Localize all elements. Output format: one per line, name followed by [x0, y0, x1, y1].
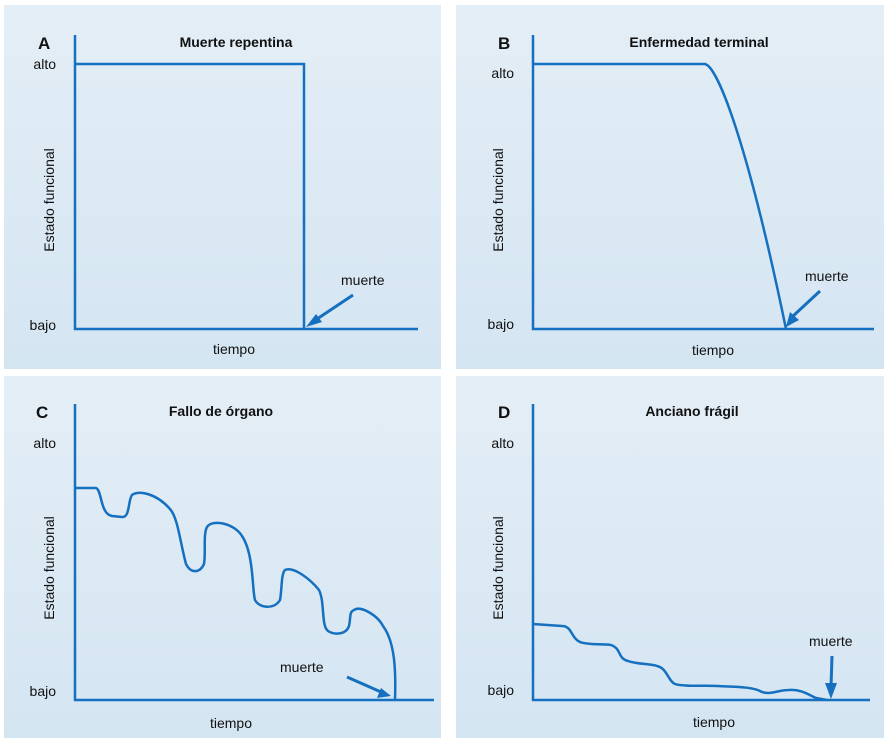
y-axis-label: Estado funcional	[41, 148, 57, 252]
panel-b: B Enfermedad terminal alto bajo Estado f…	[456, 5, 884, 369]
panel-title: Anciano frágil	[645, 403, 738, 419]
y-high-label: alto	[33, 56, 56, 72]
x-axis-label: tiempo	[693, 714, 735, 730]
death-arrowhead-icon	[786, 312, 799, 327]
x-axis-label: tiempo	[210, 715, 252, 731]
y-high-label: alto	[491, 65, 514, 81]
death-arrow	[790, 289, 822, 319]
panel-a-diagram: A Muerte repentina alto bajo Estado func…	[30, 34, 418, 357]
death-label: muerte	[809, 633, 853, 649]
death-arrowhead-icon	[825, 683, 837, 699]
panel-title: Enfermedad terminal	[629, 34, 768, 50]
panel-b-diagram: B Enfermedad terminal alto bajo Estado f…	[488, 34, 874, 358]
death-arrow	[346, 675, 382, 694]
panel-letter: C	[36, 403, 48, 422]
x-axis-label: tiempo	[692, 342, 734, 358]
death-arrowhead-icon	[377, 688, 391, 698]
y-axis-label: Estado funcional	[490, 516, 506, 620]
panel-d: D Anciano frágil alto bajo Estado funcio…	[456, 376, 884, 738]
trajectory-line	[75, 486, 397, 701]
trajectory-line	[533, 62, 788, 330]
death-label: muerte	[805, 268, 849, 284]
panel-d-diagram: D Anciano frágil alto bajo Estado funcio…	[488, 403, 870, 730]
death-label: muerte	[341, 272, 385, 288]
panel-letter: D	[498, 403, 510, 422]
panel-c: C Fallo de órgano alto bajo Estado funci…	[4, 376, 441, 738]
death-arrowhead-icon	[306, 314, 322, 327]
y-high-label: alto	[491, 435, 514, 451]
y-low-label: bajo	[30, 683, 57, 699]
y-low-label: bajo	[488, 316, 515, 332]
y-axis-label: Estado funcional	[490, 148, 506, 252]
death-label: muerte	[280, 659, 324, 675]
x-axis-label: tiempo	[213, 341, 255, 357]
y-axis-label: Estado funcional	[41, 516, 57, 620]
death-arrow	[829, 655, 834, 688]
y-high-label: alto	[33, 435, 56, 451]
panel-letter: A	[38, 34, 50, 53]
panel-title: Muerte repentina	[180, 34, 293, 50]
trajectory-line	[532, 622, 828, 702]
death-arrow	[313, 293, 354, 323]
panel-letter: B	[498, 34, 510, 53]
y-low-label: bajo	[488, 682, 515, 698]
panel-title: Fallo de órgano	[169, 403, 273, 419]
trajectory-line	[75, 62, 306, 329]
y-low-label: bajo	[30, 317, 57, 333]
panel-c-diagram: C Fallo de órgano alto bajo Estado funci…	[30, 403, 434, 731]
panel-a: A Muerte repentina alto bajo Estado func…	[4, 5, 441, 369]
